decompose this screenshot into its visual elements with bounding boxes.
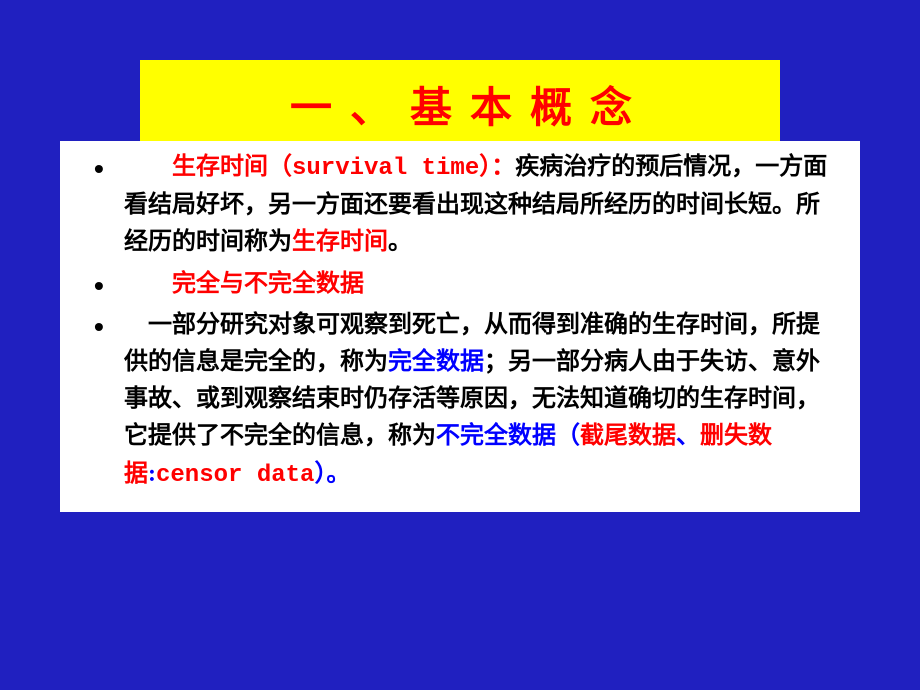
list-item: 生存时间（survival time）：疾病治疗的预后情况，一方面看结局好坏，另… (82, 149, 838, 262)
text-run: 不完全数据（ (436, 423, 580, 449)
text-run: 生存时间（ (172, 154, 292, 180)
text-run: 完全数据 (388, 349, 484, 375)
slide-content-panel: 生存时间（survival time）：疾病治疗的预后情况，一方面看结局好坏，另… (60, 141, 860, 512)
text-run: 完全与不完全数据 (172, 271, 364, 297)
text-run: 。 (388, 229, 412, 255)
list-item: 完全与不完全数据 (82, 266, 838, 303)
text-run: 生存时间 (292, 229, 388, 255)
slide-title-banner: 一、基本概念 (140, 60, 780, 141)
text-run: ）： (479, 154, 515, 180)
text-run: : (148, 461, 156, 487)
text-run: 、 (676, 423, 700, 449)
text-run: ）。 (314, 461, 350, 487)
text-run: 截尾数据 (580, 423, 676, 449)
text-run: censor data (156, 462, 314, 489)
slide-title-text: 一、基本概念 (290, 84, 650, 131)
bullet-list: 生存时间（survival time）：疾病治疗的预后情况，一方面看结局好坏，另… (82, 149, 838, 494)
text-run: survival time (292, 155, 479, 182)
list-item: 一部分研究对象可观察到死亡，从而得到准确的生存时间，所提供的信息是完全的，称为完… (82, 307, 838, 494)
